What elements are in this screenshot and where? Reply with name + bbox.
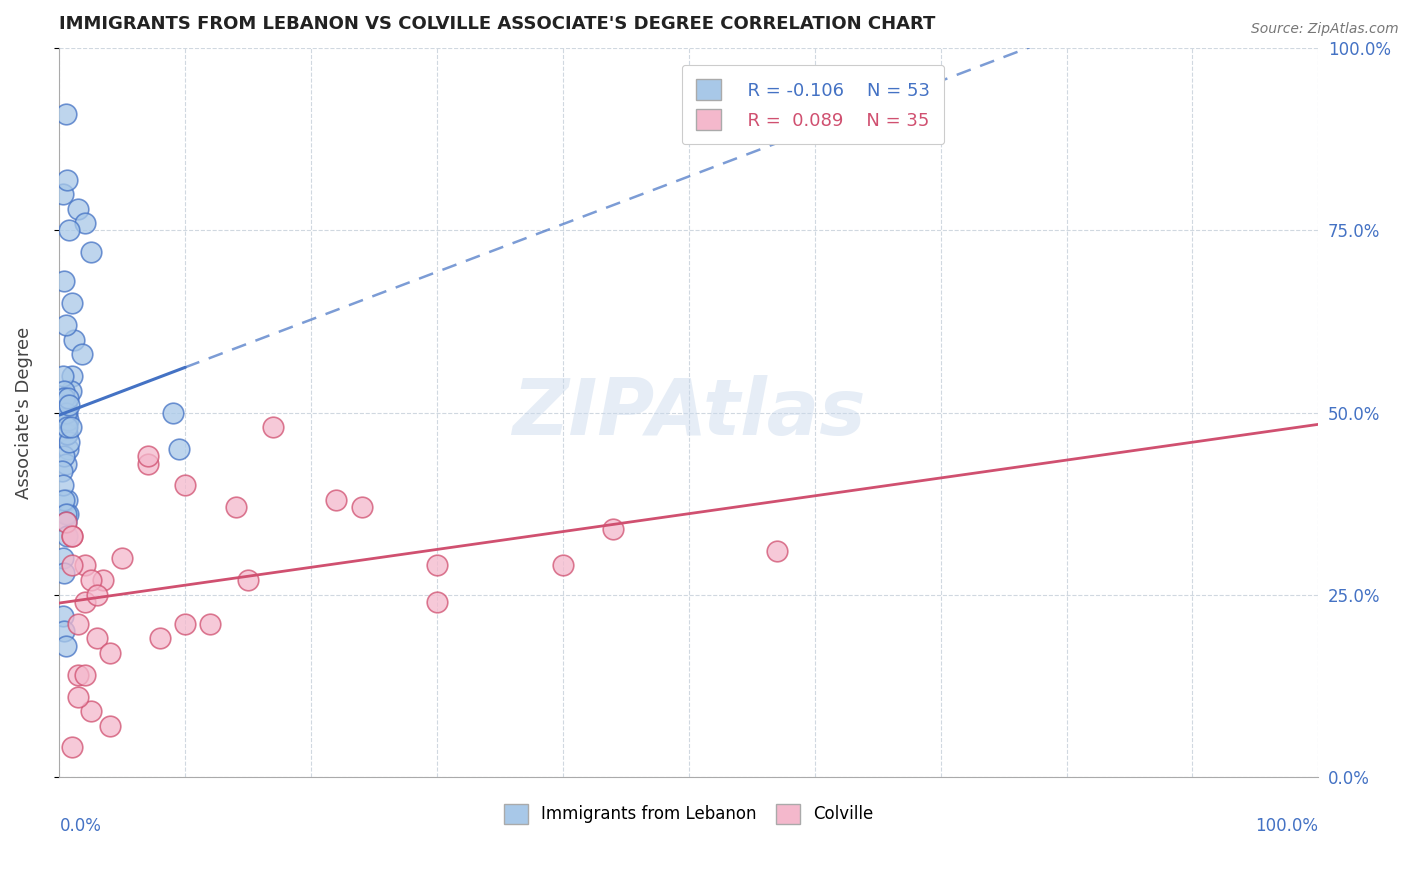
Point [55,639,77,653]
Point [225,500,247,515]
Point [325,492,347,507]
Point [52,405,75,419]
Point [53,566,76,580]
Point [60,369,83,384]
Point [67,690,90,704]
Point [58,391,80,405]
Point [73,216,96,230]
Point [60,529,83,543]
Point [60,740,83,755]
Point [162,405,184,419]
Point [60,296,83,310]
Point [52,551,75,566]
Point [56,492,79,507]
Point [56,427,79,442]
Point [67,667,90,681]
Point [59,384,82,398]
Point [53,492,76,507]
Point [58,413,80,427]
Point [60,529,83,543]
Point [70,347,93,361]
Point [55,413,77,427]
Point [93,573,115,587]
Point [80,573,103,587]
Point [58,434,80,449]
Point [53,384,76,398]
Point [55,515,77,529]
Point [56,405,79,419]
Point [55,107,77,121]
Point [80,704,103,718]
Point [167,442,190,456]
Point [52,369,75,384]
Point [53,391,76,405]
Point [55,457,77,471]
Text: ZIPAtlas: ZIPAtlas [512,375,866,450]
Point [426,595,449,609]
Point [98,719,121,733]
Point [262,420,284,434]
Point [56,427,79,442]
Point [98,646,121,660]
Point [86,632,108,646]
Point [73,595,96,609]
Point [55,420,77,434]
Point [426,558,449,573]
Point [86,588,108,602]
Point [67,202,90,216]
Text: IMMIGRANTS FROM LEBANON VS COLVILLE ASSOCIATE'S DEGREE CORRELATION CHART: IMMIGRANTS FROM LEBANON VS COLVILLE ASSO… [59,15,936,33]
Point [59,420,82,434]
Point [111,551,134,566]
Point [51,464,73,478]
Point [53,391,76,405]
Point [56,529,79,543]
Point [174,478,197,492]
Point [55,508,77,522]
Point [58,442,80,456]
Point [52,478,75,492]
Point [53,405,76,419]
Point [60,558,83,573]
Text: 0.0%: 0.0% [59,817,101,835]
Point [136,449,159,463]
Point [73,558,96,573]
Point [52,391,75,405]
Point [52,609,75,624]
Text: Source: ZipAtlas.com: Source: ZipAtlas.com [1251,22,1399,37]
Point [238,573,260,587]
Point [52,187,75,202]
Point [55,398,77,412]
Point [53,449,76,463]
Point [53,624,76,638]
Point [53,275,76,289]
Point [63,333,86,347]
Point [174,616,197,631]
Legend: Immigrants from Lebanon, Colville: Immigrants from Lebanon, Colville [498,797,880,830]
Y-axis label: Associate's Degree: Associate's Degree [15,326,32,499]
Point [80,245,103,260]
Point [67,616,90,631]
Point [56,420,79,434]
Point [58,398,80,412]
Point [58,223,80,237]
Point [766,544,789,558]
Point [58,508,80,522]
Point [55,405,77,419]
Point [73,667,96,681]
Point [551,558,574,573]
Point [200,616,222,631]
Point [56,172,79,186]
Point [136,457,159,471]
Point [55,420,77,434]
Point [55,318,77,333]
Text: 100.0%: 100.0% [1256,817,1319,835]
Point [350,500,373,515]
Point [602,522,624,536]
Point [55,515,77,529]
Point [149,632,172,646]
